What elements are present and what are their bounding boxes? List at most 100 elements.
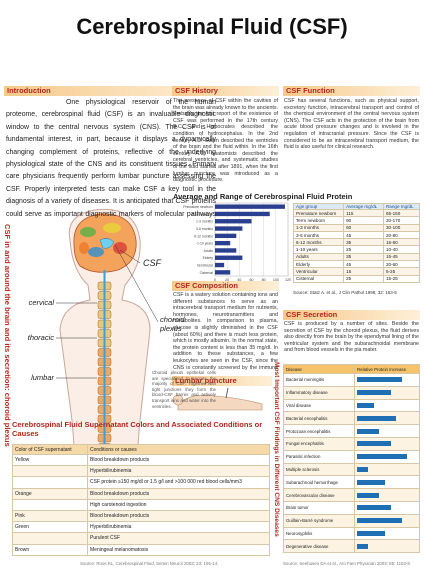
row: Green Hyperbilirubinemia bbox=[12, 521, 270, 534]
cell: Ventricular bbox=[292, 267, 345, 276]
cell: Parasitic infection bbox=[283, 449, 355, 464]
cell: Blood breakdown products bbox=[87, 453, 270, 467]
section-heading: CSF Function bbox=[283, 86, 420, 96]
x-tick-label: 20 bbox=[225, 278, 229, 282]
x-tick-label: 0 bbox=[214, 278, 216, 282]
row: Viral disease bbox=[283, 398, 420, 413]
cell: Multiple sclerosis bbox=[283, 462, 355, 477]
footer-left: Source: Roos KL, Cerebrospinal Fluid, Se… bbox=[80, 561, 218, 566]
bar-cell bbox=[354, 411, 420, 426]
cell: Purulent CSF bbox=[87, 532, 270, 545]
protein-table: Age group Average mg/dL Range mg/dL Prematu… bbox=[292, 203, 421, 283]
section-heading: Lumbar puncture bbox=[172, 376, 272, 386]
row: 3-6 months 45 20-80 bbox=[292, 230, 421, 240]
cell: Hyperbilirubinemia bbox=[87, 465, 270, 478]
bar bbox=[215, 255, 243, 260]
bar bbox=[357, 428, 380, 434]
row: Premature newborn 115 65-150 bbox=[292, 208, 421, 218]
cell: Adults bbox=[292, 252, 345, 262]
cell: Blood breakdown products bbox=[87, 487, 270, 500]
cell: Bacterial encephalitis bbox=[283, 411, 355, 426]
protein-source: Source: Statz A. et al., J Clin Pathol 1… bbox=[293, 290, 397, 295]
cell bbox=[12, 498, 88, 511]
row: Bacterial encephalitis bbox=[283, 411, 420, 426]
cell: 45 bbox=[343, 260, 384, 269]
row: Guillain-Barré syndrome bbox=[283, 513, 420, 528]
row: Multiple sclerosis bbox=[283, 462, 420, 477]
header-cell: Disease bbox=[283, 364, 355, 374]
x-tick-label: 80 bbox=[262, 278, 266, 282]
cell: Fungal encephalitis bbox=[283, 436, 355, 451]
bar bbox=[215, 211, 270, 217]
cell: 1-10 years bbox=[292, 245, 345, 254]
cell: Protozoan encephalitis bbox=[283, 424, 355, 438]
cell: Bacterial meningitis bbox=[283, 373, 355, 387]
cell: Elderly bbox=[292, 260, 345, 269]
section-heading: CSF Composition bbox=[172, 281, 279, 291]
cell: Blood breakdown products bbox=[87, 509, 270, 523]
bar-cell bbox=[354, 488, 420, 502]
section-heading: Introduction bbox=[4, 86, 218, 96]
y-tick-label: Ventricular bbox=[197, 264, 214, 268]
cell: Cisternal bbox=[292, 274, 345, 283]
row: Hyperbilirubinemia bbox=[12, 465, 270, 478]
header-row: Color of CSF supernatant Conditions or ca… bbox=[12, 444, 270, 455]
cell: Brown bbox=[12, 543, 88, 556]
ventricle bbox=[99, 238, 115, 249]
y-tick-label: Cisternal bbox=[200, 271, 214, 275]
bar bbox=[215, 233, 237, 239]
bar bbox=[215, 270, 231, 275]
cell: Cerebrovascular disease bbox=[283, 488, 355, 502]
cell: Degenerative disease bbox=[283, 539, 355, 554]
row: High carotenoid ingestion bbox=[12, 498, 270, 511]
cell: Term newborn bbox=[292, 216, 345, 225]
bar bbox=[357, 415, 397, 421]
x-tick-label: 100 bbox=[273, 278, 279, 282]
row: Neurosyphilis bbox=[283, 526, 420, 541]
cell: 10-40 bbox=[382, 245, 421, 254]
cell: High carotenoid ingestion bbox=[87, 498, 270, 511]
table: Age group Average mg/dL Range mg/dL Prematu… bbox=[292, 203, 421, 283]
patient bbox=[177, 394, 263, 411]
x-tick-label: 40 bbox=[237, 278, 241, 282]
side-title: Most Important CSF Findings in Different… bbox=[273, 362, 280, 537]
cell bbox=[12, 532, 88, 545]
cell: Viral disease bbox=[283, 398, 355, 413]
colors-table: Color of CSF supernatant Conditions or ca… bbox=[12, 444, 270, 556]
cell: 20-170 bbox=[382, 216, 421, 225]
cell bbox=[12, 465, 88, 478]
diagram-note: Choroid plexus epithelial cells are spec… bbox=[152, 370, 216, 409]
cell: 15-45 bbox=[382, 252, 421, 262]
bar bbox=[357, 390, 391, 396]
cell: 5-25 bbox=[382, 267, 421, 276]
needle bbox=[225, 387, 229, 399]
header-cell: Color of CSF supernatant bbox=[12, 444, 88, 455]
header-row: Age group Average mg/dL Range mg/dL bbox=[292, 203, 421, 210]
y-tick-label: 6-12 months bbox=[194, 234, 213, 238]
cell: 25 bbox=[343, 245, 384, 254]
y-tick-label: Premature newborn bbox=[183, 205, 213, 209]
brain-region bbox=[88, 247, 104, 257]
history-text: The presence of CSF within the cavities … bbox=[173, 98, 278, 184]
bar-cell bbox=[354, 500, 420, 515]
cell: 1-3 months bbox=[292, 223, 345, 232]
cell: 90 bbox=[343, 216, 384, 225]
bar bbox=[357, 479, 385, 485]
cell: 25 bbox=[343, 274, 384, 283]
header-row: Disease Relative Protein Increase bbox=[283, 364, 420, 374]
x-tick-label: 60 bbox=[250, 278, 254, 282]
label: thoracic bbox=[28, 333, 55, 342]
pointer bbox=[119, 249, 141, 264]
disease-table: Disease Relative Protein Increase Bacteria… bbox=[283, 364, 420, 554]
row: Brown Meningeal melanomatosis bbox=[12, 543, 270, 556]
bar bbox=[357, 518, 402, 524]
cell: Green bbox=[12, 521, 88, 534]
row: Cerebrovascular disease bbox=[283, 488, 420, 502]
row: Protozoan encephalitis bbox=[283, 424, 420, 438]
brain-region bbox=[113, 242, 127, 254]
y-tick-label: 3-6 months bbox=[196, 227, 213, 231]
row: Yellow Blood breakdown products bbox=[12, 453, 270, 467]
row: Purulent CSF bbox=[12, 532, 270, 545]
bar bbox=[215, 226, 243, 231]
cell: Premature newborn bbox=[292, 208, 345, 218]
